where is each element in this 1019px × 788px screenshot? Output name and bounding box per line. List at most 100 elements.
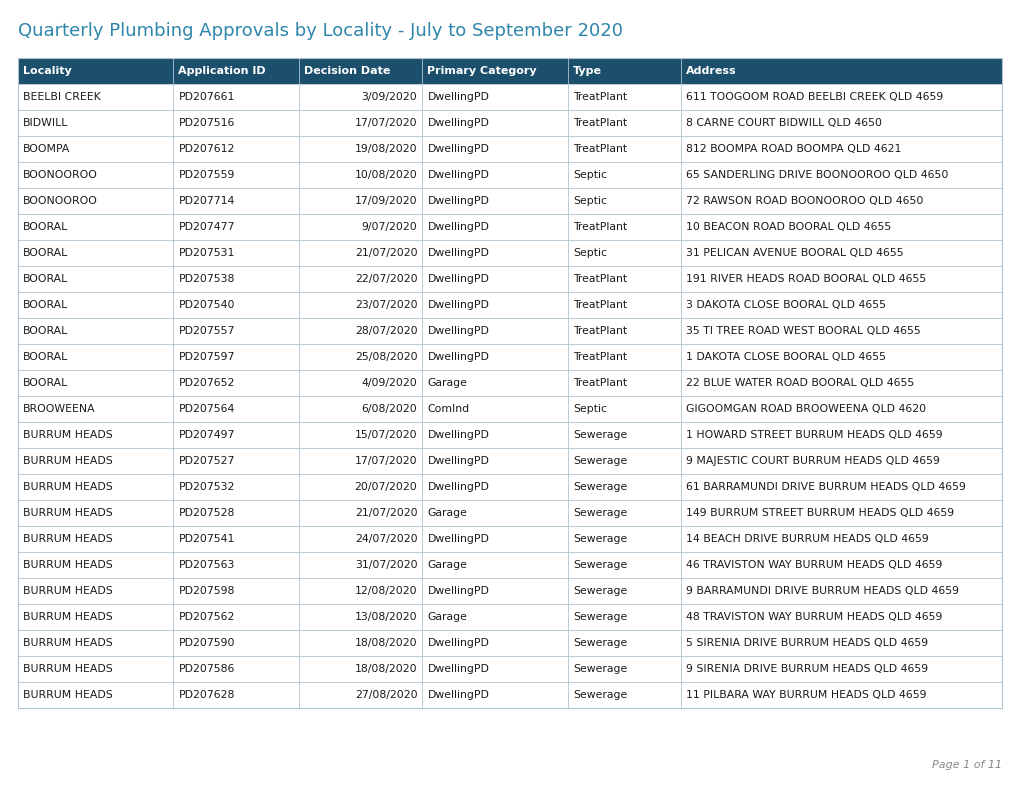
Text: Sewerage: Sewerage — [573, 586, 627, 596]
Text: PD207598: PD207598 — [178, 586, 234, 596]
Text: PD207661: PD207661 — [178, 92, 234, 102]
Text: BOOMPA: BOOMPA — [23, 144, 70, 154]
Text: 23/07/2020: 23/07/2020 — [355, 300, 417, 310]
Text: 18/08/2020: 18/08/2020 — [355, 638, 417, 648]
Text: TreatPlant: TreatPlant — [573, 352, 627, 362]
Text: Septic: Septic — [573, 404, 606, 414]
Text: DwellingPD: DwellingPD — [427, 664, 489, 674]
Text: DwellingPD: DwellingPD — [427, 300, 489, 310]
Text: BURRUM HEADS: BURRUM HEADS — [23, 430, 113, 440]
Text: 48 TRAVISTON WAY BURRUM HEADS QLD 4659: 48 TRAVISTON WAY BURRUM HEADS QLD 4659 — [686, 612, 942, 622]
Text: 3 DAKOTA CLOSE BOORAL QLD 4655: 3 DAKOTA CLOSE BOORAL QLD 4655 — [686, 300, 886, 310]
Bar — [18, 58, 1001, 84]
Text: BOORAL: BOORAL — [23, 378, 68, 388]
Text: 9 BARRAMUNDI DRIVE BURRUM HEADS QLD 4659: 9 BARRAMUNDI DRIVE BURRUM HEADS QLD 4659 — [686, 586, 958, 596]
Text: DwellingPD: DwellingPD — [427, 326, 489, 336]
Text: Sewerage: Sewerage — [573, 534, 627, 544]
Text: PD207528: PD207528 — [178, 508, 234, 518]
Text: 28/07/2020: 28/07/2020 — [355, 326, 417, 336]
Text: Sewerage: Sewerage — [573, 664, 627, 674]
Text: 149 BURRUM STREET BURRUM HEADS QLD 4659: 149 BURRUM STREET BURRUM HEADS QLD 4659 — [686, 508, 954, 518]
Text: PD207562: PD207562 — [178, 612, 234, 622]
Text: Garage: Garage — [427, 560, 467, 570]
Text: Locality: Locality — [23, 66, 71, 76]
Bar — [18, 630, 1001, 656]
Text: TreatPlant: TreatPlant — [573, 274, 627, 284]
Text: Septic: Septic — [573, 170, 606, 180]
Text: DwellingPD: DwellingPD — [427, 482, 489, 492]
Text: Sewerage: Sewerage — [573, 508, 627, 518]
Text: Decision Date: Decision Date — [304, 66, 390, 76]
Text: Sewerage: Sewerage — [573, 638, 627, 648]
Text: BURRUM HEADS: BURRUM HEADS — [23, 482, 113, 492]
Bar — [18, 292, 1001, 318]
Text: PD207714: PD207714 — [178, 196, 234, 206]
Text: PD207531: PD207531 — [178, 248, 234, 258]
Text: PD207590: PD207590 — [178, 638, 234, 648]
Text: DwellingPD: DwellingPD — [427, 586, 489, 596]
Text: BURRUM HEADS: BURRUM HEADS — [23, 612, 113, 622]
Bar — [18, 552, 1001, 578]
Text: 65 SANDERLING DRIVE BOONOOROO QLD 4650: 65 SANDERLING DRIVE BOONOOROO QLD 4650 — [686, 170, 948, 180]
Text: GIGOOMGAN ROAD BROOWEENA QLD 4620: GIGOOMGAN ROAD BROOWEENA QLD 4620 — [686, 404, 925, 414]
Bar — [18, 474, 1001, 500]
Text: BURRUM HEADS: BURRUM HEADS — [23, 560, 113, 570]
Text: Sewerage: Sewerage — [573, 482, 627, 492]
Bar — [18, 578, 1001, 604]
Text: 46 TRAVISTON WAY BURRUM HEADS QLD 4659: 46 TRAVISTON WAY BURRUM HEADS QLD 4659 — [686, 560, 942, 570]
Text: DwellingPD: DwellingPD — [427, 690, 489, 700]
Text: TreatPlant: TreatPlant — [573, 144, 627, 154]
Text: DwellingPD: DwellingPD — [427, 92, 489, 102]
Text: PD207557: PD207557 — [178, 326, 234, 336]
Text: BEELBI CREEK: BEELBI CREEK — [23, 92, 101, 102]
Text: 22/07/2020: 22/07/2020 — [355, 274, 417, 284]
Text: DwellingPD: DwellingPD — [427, 430, 489, 440]
Text: 611 TOOGOOM ROAD BEELBI CREEK QLD 4659: 611 TOOGOOM ROAD BEELBI CREEK QLD 4659 — [686, 92, 943, 102]
Text: Sewerage: Sewerage — [573, 430, 627, 440]
Text: 191 RIVER HEADS ROAD BOORAL QLD 4655: 191 RIVER HEADS ROAD BOORAL QLD 4655 — [686, 274, 925, 284]
Text: Page 1 of 11: Page 1 of 11 — [931, 760, 1001, 770]
Text: PD207497: PD207497 — [178, 430, 234, 440]
Text: Septic: Septic — [573, 196, 606, 206]
Text: 25/08/2020: 25/08/2020 — [355, 352, 417, 362]
Text: Sewerage: Sewerage — [573, 690, 627, 700]
Text: PD207477: PD207477 — [178, 222, 234, 232]
Text: BURRUM HEADS: BURRUM HEADS — [23, 456, 113, 466]
Text: PD207541: PD207541 — [178, 534, 234, 544]
Text: 17/07/2020: 17/07/2020 — [355, 118, 417, 128]
Text: 72 RAWSON ROAD BOONOOROO QLD 4650: 72 RAWSON ROAD BOONOOROO QLD 4650 — [686, 196, 922, 206]
Text: DwellingPD: DwellingPD — [427, 118, 489, 128]
Text: BURRUM HEADS: BURRUM HEADS — [23, 586, 113, 596]
Text: 11 PILBARA WAY BURRUM HEADS QLD 4659: 11 PILBARA WAY BURRUM HEADS QLD 4659 — [686, 690, 926, 700]
Bar — [18, 318, 1001, 344]
Text: Sewerage: Sewerage — [573, 456, 627, 466]
Text: 9 MAJESTIC COURT BURRUM HEADS QLD 4659: 9 MAJESTIC COURT BURRUM HEADS QLD 4659 — [686, 456, 940, 466]
Text: PD207516: PD207516 — [178, 118, 234, 128]
Text: 3/09/2020: 3/09/2020 — [362, 92, 417, 102]
Text: BURRUM HEADS: BURRUM HEADS — [23, 534, 113, 544]
Bar — [18, 110, 1001, 136]
Text: TreatPlant: TreatPlant — [573, 222, 627, 232]
Text: 31 PELICAN AVENUE BOORAL QLD 4655: 31 PELICAN AVENUE BOORAL QLD 4655 — [686, 248, 903, 258]
Text: PD207652: PD207652 — [178, 378, 234, 388]
Bar — [18, 448, 1001, 474]
Bar — [18, 422, 1001, 448]
Text: 10 BEACON ROAD BOORAL QLD 4655: 10 BEACON ROAD BOORAL QLD 4655 — [686, 222, 891, 232]
Text: BROOWEENA: BROOWEENA — [23, 404, 96, 414]
Text: 9 SIRENIA DRIVE BURRUM HEADS QLD 4659: 9 SIRENIA DRIVE BURRUM HEADS QLD 4659 — [686, 664, 927, 674]
Text: 9/07/2020: 9/07/2020 — [362, 222, 417, 232]
Bar — [18, 604, 1001, 630]
Text: BOORAL: BOORAL — [23, 222, 68, 232]
Text: 35 TI TREE ROAD WEST BOORAL QLD 4655: 35 TI TREE ROAD WEST BOORAL QLD 4655 — [686, 326, 920, 336]
Text: 6/08/2020: 6/08/2020 — [362, 404, 417, 414]
Bar — [18, 58, 1001, 708]
Text: BOORAL: BOORAL — [23, 300, 68, 310]
Text: BURRUM HEADS: BURRUM HEADS — [23, 638, 113, 648]
Text: PD207597: PD207597 — [178, 352, 234, 362]
Text: PD207527: PD207527 — [178, 456, 234, 466]
Text: Address: Address — [686, 66, 736, 76]
Text: BOORAL: BOORAL — [23, 274, 68, 284]
Text: DwellingPD: DwellingPD — [427, 144, 489, 154]
Bar — [18, 266, 1001, 292]
Text: BURRUM HEADS: BURRUM HEADS — [23, 508, 113, 518]
